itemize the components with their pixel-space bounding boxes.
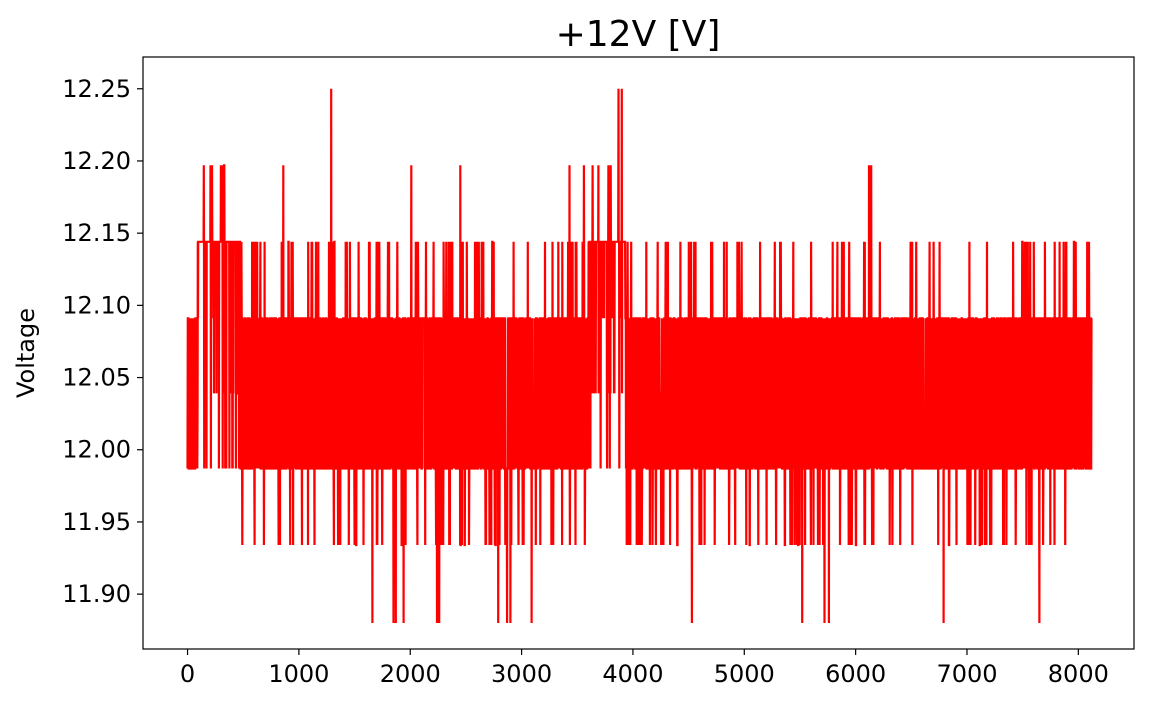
y-tick-label: 12.20 xyxy=(62,147,131,175)
y-tick-label: 12.15 xyxy=(62,219,131,247)
y-tick-label: 11.95 xyxy=(62,508,131,536)
x-tick-label: 2000 xyxy=(380,660,441,688)
series-layer xyxy=(186,88,1093,624)
x-tick-label: 4000 xyxy=(602,660,663,688)
y-tick-label: 11.90 xyxy=(62,580,131,608)
y-axis: 11.90 11.95 12.00 12.05 12.10 12.15 12.20 12.25 xyxy=(62,75,143,608)
x-tick-label: 0 xyxy=(180,660,195,688)
x-tick-label: 8000 xyxy=(1048,660,1109,688)
y-axis-label: Voltage xyxy=(12,308,40,398)
y-tick-label: 12.05 xyxy=(62,364,131,392)
y-tick-label: 12.10 xyxy=(62,291,131,319)
y-tick-label: 12.25 xyxy=(62,75,131,103)
series-line-0 xyxy=(186,88,1093,624)
x-tick-label: 5000 xyxy=(714,660,775,688)
y-tick-label: 12.00 xyxy=(62,436,131,464)
x-tick-label: 7000 xyxy=(936,660,997,688)
chart-title: +12V [V] xyxy=(556,14,721,55)
x-tick-label: 1000 xyxy=(268,660,329,688)
plot-frame xyxy=(142,56,1135,650)
x-axis: 0 1000 2000 3000 4000 5000 6000 7000 8000 xyxy=(180,649,1109,688)
x-tick-label: 6000 xyxy=(825,660,886,688)
x-tick-label: 3000 xyxy=(491,660,552,688)
